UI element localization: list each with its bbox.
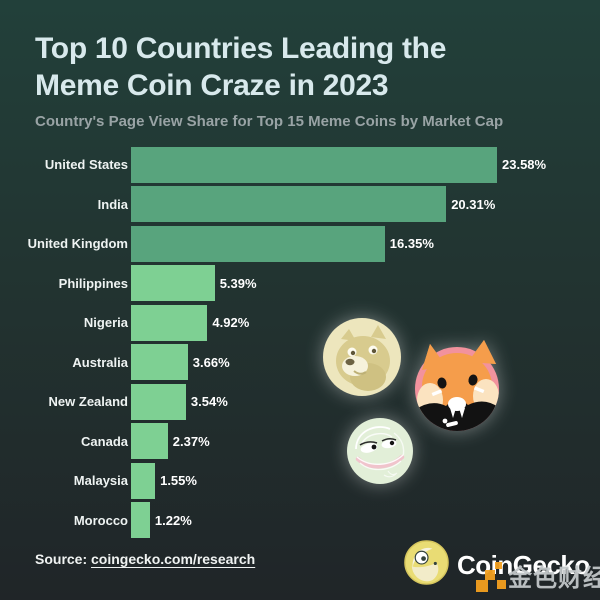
- bar-category-label: United Kingdom: [27, 236, 128, 252]
- bar-rect: [131, 383, 186, 420]
- coingecko-logo-icon: [403, 539, 450, 591]
- bar-row: Nigeria 4.92%: [0, 303, 600, 343]
- bar-row: India 20.31%: [0, 185, 600, 225]
- bar-rect: [131, 423, 168, 460]
- bar-value-label: 20.31%: [451, 196, 496, 212]
- bar-row: United States 23.58%: [0, 145, 600, 185]
- bar-row: Malaysia 1.55%: [0, 461, 600, 501]
- source-link[interactable]: coingecko.com/research: [91, 551, 256, 567]
- bar-row: United Kingdom 16.35%: [0, 224, 600, 264]
- brand-name: CoinGecko: [457, 549, 590, 580]
- header: Top 10 Countries Leading the Meme Coin C…: [35, 30, 575, 130]
- bar-value-label: 3.54%: [190, 394, 228, 410]
- bar-row: Morocco 1.22%: [0, 501, 600, 541]
- bar-row: Canada 2.37%: [0, 422, 600, 462]
- watermark: 金色财经: [476, 558, 600, 593]
- bar-value-label: 1.55%: [160, 473, 197, 489]
- bar-row: New Zealand 3.54%: [0, 382, 600, 422]
- bar-rect: [131, 265, 215, 302]
- bar-category-label: India: [97, 196, 128, 212]
- title-line1: Top 10 Countries Leading the: [35, 32, 447, 65]
- bar-category-label: Canada: [81, 433, 128, 449]
- watermark-text: 金色财经: [508, 565, 600, 592]
- source-prefix: Source:: [35, 551, 92, 567]
- bar-rect: [131, 462, 156, 499]
- bar-rect: [131, 146, 497, 183]
- bar-rect: [131, 502, 150, 539]
- bar-value-label: 3.66%: [192, 354, 230, 370]
- title-line2: Meme Coin Craze in 2023: [35, 69, 389, 102]
- shiba-inu-icon: [402, 328, 512, 443]
- page-title: Top 10 Countries Leading the Meme Coin C…: [35, 30, 575, 104]
- bar-value-label: 16.35%: [389, 236, 434, 252]
- bar-value-label: 2.37%: [172, 433, 210, 449]
- bar-row: Philippines 5.39%: [0, 264, 600, 304]
- bar-category-label: United States: [44, 157, 128, 173]
- bar-row: Australia 3.66%: [0, 343, 600, 383]
- bar-category-label: New Zealand: [48, 394, 128, 410]
- bar-chart: United States 23.58% India 20.31% United Kin…: [0, 145, 600, 540]
- bar-category-label: Australia: [72, 354, 128, 370]
- bar-rect: [131, 225, 385, 262]
- bar-value-label: 5.39%: [219, 275, 257, 291]
- dogecoin-icon: [316, 311, 408, 408]
- bar-value-label: 1.22%: [154, 512, 192, 528]
- bar-rect: [131, 344, 188, 381]
- bar-value-label: 4.92%: [212, 315, 250, 331]
- bar-category-label: Philippines: [58, 275, 128, 291]
- bar-rect: [131, 186, 447, 223]
- bar-category-label: Nigeria: [83, 315, 128, 331]
- bar-rect: [131, 304, 208, 341]
- brand-lockup: CoinGecko: [403, 539, 590, 591]
- source-line: Source: coingecko.com/research: [35, 551, 255, 567]
- bar-category-label: Malaysia: [73, 473, 128, 489]
- chart-subtitle: Country's Page View Share for Top 15 Mem…: [35, 113, 504, 130]
- bar-value-label: 23.58%: [502, 157, 547, 173]
- jinse-finance-icon: [476, 560, 506, 592]
- pepe-icon: [342, 413, 418, 494]
- bar-category-label: Morocco: [73, 512, 128, 528]
